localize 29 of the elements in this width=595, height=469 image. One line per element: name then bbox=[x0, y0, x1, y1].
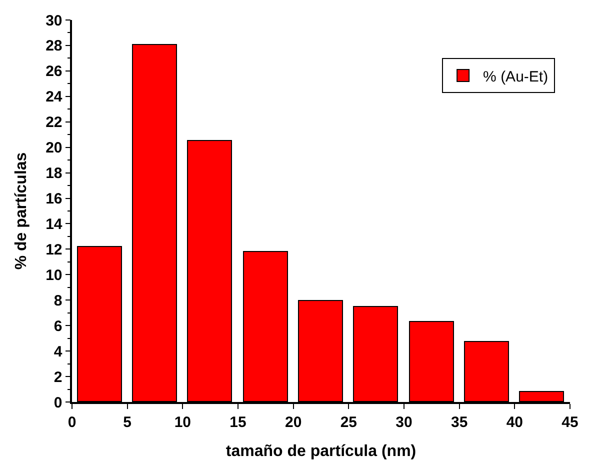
y-tick-label: 18 bbox=[46, 165, 62, 182]
y-tick-label: 12 bbox=[46, 241, 62, 258]
x-tick-label: 40 bbox=[506, 414, 524, 431]
x-tick-label: 15 bbox=[230, 414, 246, 431]
y-tick-label: 4 bbox=[54, 343, 63, 360]
y-tick-label: 0 bbox=[54, 394, 62, 412]
x-axis-title: tamaño de partícula (nm) bbox=[226, 442, 416, 460]
y-tick-label: 24 bbox=[46, 88, 63, 106]
x-tick-label: 25 bbox=[340, 414, 358, 431]
y-tick-label: 26 bbox=[46, 63, 62, 80]
x-tick-label: 20 bbox=[284, 414, 302, 431]
y-tick-label: 8 bbox=[54, 292, 62, 310]
x-tick-label: 5 bbox=[123, 414, 132, 431]
y-tick-label: 2 bbox=[54, 368, 62, 386]
y-tick-label: 6 bbox=[54, 318, 62, 335]
y-tick-label: 20 bbox=[46, 140, 62, 157]
y-tick-label: 22 bbox=[46, 114, 62, 132]
x-tick-label: 10 bbox=[174, 414, 192, 431]
y-tick-label: 14 bbox=[46, 216, 63, 233]
x-tick-label: 35 bbox=[450, 414, 468, 431]
legend-label: % (Au-Et) bbox=[483, 68, 548, 86]
x-tick-label: 30 bbox=[396, 414, 412, 431]
y-tick-label: 16 bbox=[46, 190, 62, 208]
y-axis-title: % de partículas bbox=[12, 152, 30, 270]
y-tick-label: 28 bbox=[46, 38, 62, 55]
y-tick-label: 10 bbox=[46, 266, 62, 284]
x-tick-label: 0 bbox=[68, 414, 76, 431]
y-tick-label: 30 bbox=[46, 12, 62, 30]
x-tick-label: 45 bbox=[562, 414, 578, 431]
